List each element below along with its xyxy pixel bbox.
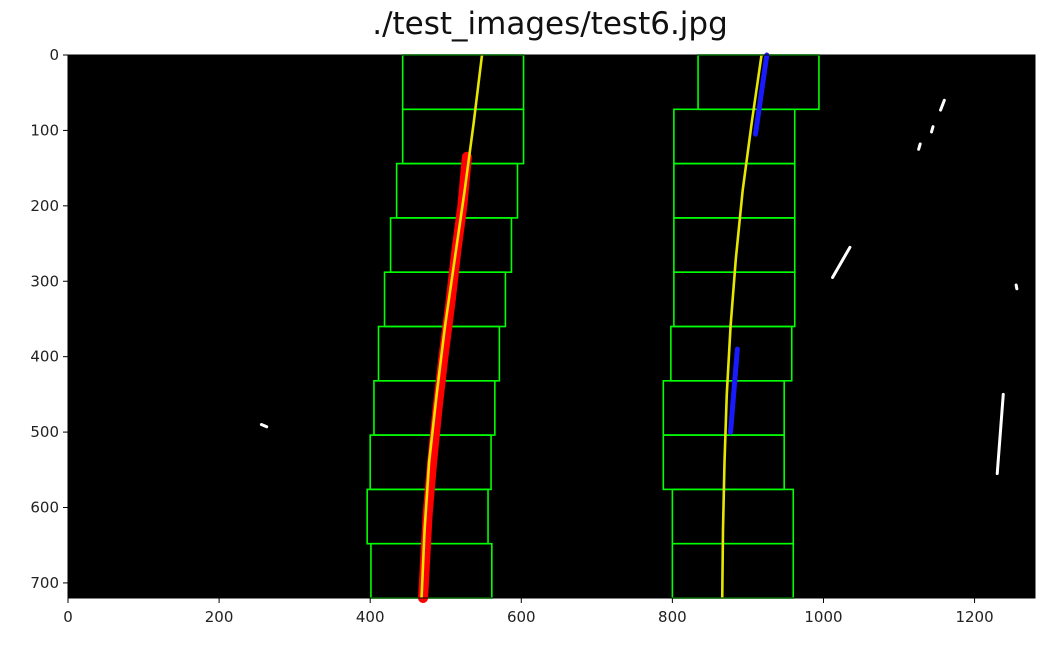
y-tick-label-300: 300 [30,272,59,290]
noise-pixels [259,98,1019,476]
left-fit-line [420,54,484,599]
noise-mark-4 [1014,283,1019,291]
plot-background [68,55,1035,598]
x-tick-label-200: 200 [205,608,234,626]
noise-mark-6 [995,392,1005,476]
noise-mark-0 [939,98,946,112]
axes: 0 200 400 600 800 1000 1200 0 100 200 300 400 500 600… [30,46,1036,626]
x-tick-label-1000: 1000 [804,608,842,626]
axes-frame [67,54,1036,599]
right-fit-line [720,54,763,599]
y-tick-label-700: 700 [30,574,59,592]
x-tick-label-1200: 1200 [955,608,993,626]
x-tick-label-600: 600 [507,608,536,626]
noise-mark-3 [831,245,852,279]
x-tick-label-800: 800 [658,608,687,626]
noise-mark-1 [930,125,935,134]
x-tick-label-0: 0 [63,608,73,626]
chart-title: ./test_images/test6.jpg [372,6,728,42]
noise-mark-2 [917,142,922,151]
noise-mark-5 [259,423,269,429]
y-tick-label-0: 0 [49,46,59,64]
fit-lines [420,54,763,599]
y-tick-label-500: 500 [30,423,59,441]
right-lane-pixels-1 [728,346,740,435]
x-tick-label-400: 400 [356,608,385,626]
y-tick-label-400: 400 [30,348,59,366]
right-lane-pixels-0 [752,52,770,137]
y-tick-label-100: 100 [30,121,59,139]
y-tick-label-200: 200 [30,197,59,215]
y-tick-label-600: 600 [30,499,59,517]
